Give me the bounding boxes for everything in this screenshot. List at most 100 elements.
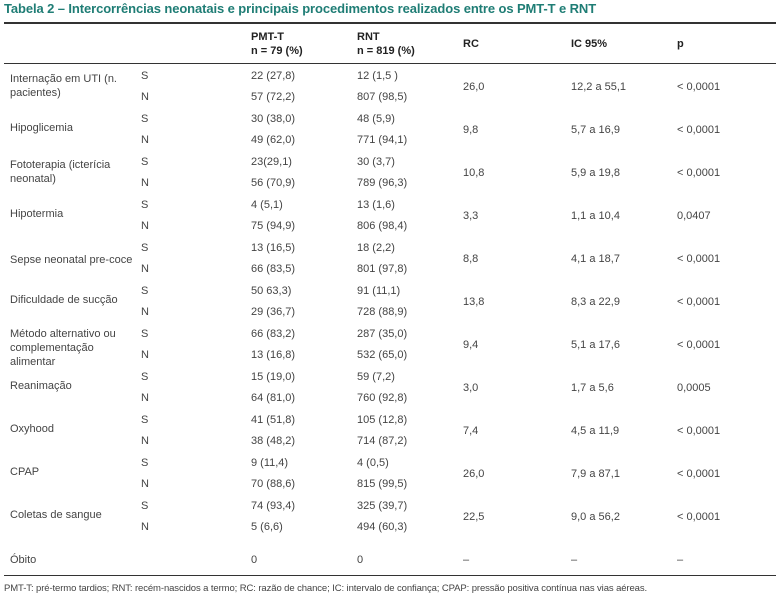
row-p: < 0,0001	[677, 81, 721, 93]
row-pmt-s: 66 (83,2)	[251, 328, 296, 340]
row-s-marker: S	[141, 199, 149, 211]
row-pmt-n: 64 (81,0)	[251, 392, 296, 404]
obito-p: –	[677, 554, 684, 566]
row-n-marker: N	[141, 435, 149, 447]
row-rc: 7,4	[463, 425, 479, 437]
row-ic: 7,9 a 87,1	[571, 468, 620, 480]
header-rnt: RNT	[357, 31, 380, 43]
row-rnt-n: 806 (98,4)	[357, 220, 408, 232]
row-rnt-n: 789 (96,3)	[357, 177, 408, 189]
row-label: Hipotermia	[10, 208, 64, 220]
row-ic: 5,1 a 17,6	[571, 339, 620, 351]
obito-rc: –	[463, 554, 470, 566]
row-n-marker: N	[141, 521, 149, 533]
row-ic: 9,0 a 56,2	[571, 511, 620, 523]
row-s-marker: S	[141, 156, 149, 168]
row-label: Internação em UTI (n. pacientes)	[10, 73, 117, 99]
header-p: p	[677, 38, 684, 50]
row-rnt-n: 728 (88,9)	[357, 306, 408, 318]
row-rc: 26,0	[463, 81, 485, 93]
row-pmt-s: 15 (19,0)	[251, 371, 296, 383]
row-rnt-s: 59 (7,2)	[357, 371, 395, 383]
obito-ic: –	[571, 554, 578, 566]
footnote: PMT-T: pré-termo tardios; RNT: recém-nas…	[4, 583, 648, 594]
row-rnt-n: 801 (97,8)	[357, 263, 408, 275]
header-rule	[4, 63, 776, 64]
row-rnt-n: 494 (60,3)	[357, 521, 408, 533]
row-pmt-n: 56 (70,9)	[251, 177, 296, 189]
row-label: Oxyhood	[10, 423, 55, 435]
row-pmt-n: 75 (94,9)	[251, 220, 296, 232]
row-pmt-n: 66 (83,5)	[251, 263, 296, 275]
row-rc: 13,8	[463, 296, 485, 308]
row-rc: 10,8	[463, 167, 485, 179]
row-s-marker: S	[141, 328, 149, 340]
row-rnt-s: 12 (1,5 )	[357, 70, 398, 82]
row-ic: 12,2 a 55,1	[571, 81, 627, 93]
row-rnt-s: 18 (2,2)	[357, 242, 395, 254]
row-s-marker: S	[141, 285, 149, 297]
row-s-marker: S	[141, 113, 149, 125]
row-rnt-s: 30 (3,7)	[357, 156, 395, 168]
row-rnt-s: 105 (12,8)	[357, 414, 408, 426]
row-n-marker: N	[141, 177, 149, 189]
row-pmt-s: 41 (51,8)	[251, 414, 296, 426]
row-rc: 26,0	[463, 468, 485, 480]
row-rnt-n: 532 (65,0)	[357, 349, 408, 361]
row-rc: 9,8	[463, 124, 479, 136]
row-rc: 8,8	[463, 253, 479, 265]
row-p: < 0,0001	[677, 511, 721, 523]
header-pmt-t-n: n = 79 (%)	[251, 45, 303, 57]
row-rnt-s: 287 (35,0)	[357, 328, 408, 340]
row-rnt-n: 807 (98,5)	[357, 91, 408, 103]
row-rc: 22,5	[463, 511, 485, 523]
row-pmt-s: 50 63,3)	[251, 285, 292, 297]
row-label: Método alternativo ou complementação ali…	[10, 328, 116, 368]
row-p: < 0,0001	[677, 296, 721, 308]
row-s-marker: S	[141, 414, 149, 426]
header-rnt-n: n = 819 (%)	[357, 45, 415, 57]
row-s-marker: S	[141, 457, 149, 469]
obito-rnt: 0	[357, 554, 364, 566]
row-s-marker: S	[141, 500, 149, 512]
row-pmt-n: 57 (72,2)	[251, 91, 296, 103]
row-rc: 9,4	[463, 339, 479, 351]
obito-pmt: 0	[251, 554, 258, 566]
row-ic: 1,7 a 5,6	[571, 382, 614, 394]
row-rnt-s: 325 (39,7)	[357, 500, 408, 512]
row-ic: 8,3 a 22,9	[571, 296, 620, 308]
row-rnt-s: 13 (1,6)	[357, 199, 395, 211]
obito-label: Óbito	[10, 554, 37, 566]
row-p: < 0,0001	[677, 339, 721, 351]
row-label: CPAP	[10, 466, 40, 478]
row-rnt-s: 48 (5,9)	[357, 113, 395, 125]
row-rnt-n: 771 (94,1)	[357, 134, 408, 146]
row-n-marker: N	[141, 134, 149, 146]
row-pmt-n: 38 (48,2)	[251, 435, 296, 447]
row-n-marker: N	[141, 349, 149, 361]
row-rnt-n: 815 (99,5)	[357, 478, 408, 490]
row-pmt-n: 13 (16,8)	[251, 349, 296, 361]
row-ic: 5,9 a 19,8	[571, 167, 620, 179]
row-label: Coletas de sangue	[10, 509, 102, 521]
row-n-marker: N	[141, 392, 149, 404]
row-rnt-s: 91 (11,1)	[357, 285, 401, 297]
row-pmt-s: 74 (93,4)	[251, 500, 296, 512]
row-pmt-s: 9 (11,4)	[251, 457, 289, 469]
row-p: 0,0005	[677, 382, 711, 394]
row-rc: 3,0	[463, 382, 479, 394]
row-n-marker: N	[141, 220, 149, 232]
bottom-rule	[4, 575, 776, 576]
row-s-marker: S	[141, 371, 149, 383]
row-ic: 1,1 a 10,4	[571, 210, 620, 222]
row-rnt-n: 714 (87,2)	[357, 435, 408, 447]
row-rc: 3,3	[463, 210, 479, 222]
table-title: Tabela 2 – Intercorrências neonatais e p…	[4, 1, 597, 16]
row-ic: 4,5 a 11,9	[571, 425, 620, 437]
row-p: 0,0407	[677, 210, 711, 222]
row-p: < 0,0001	[677, 425, 721, 437]
row-label: Reanimação	[10, 380, 72, 392]
row-p: < 0,0001	[677, 124, 721, 136]
row-rnt-n: 760 (92,8)	[357, 392, 408, 404]
row-p: < 0,0001	[677, 167, 721, 179]
